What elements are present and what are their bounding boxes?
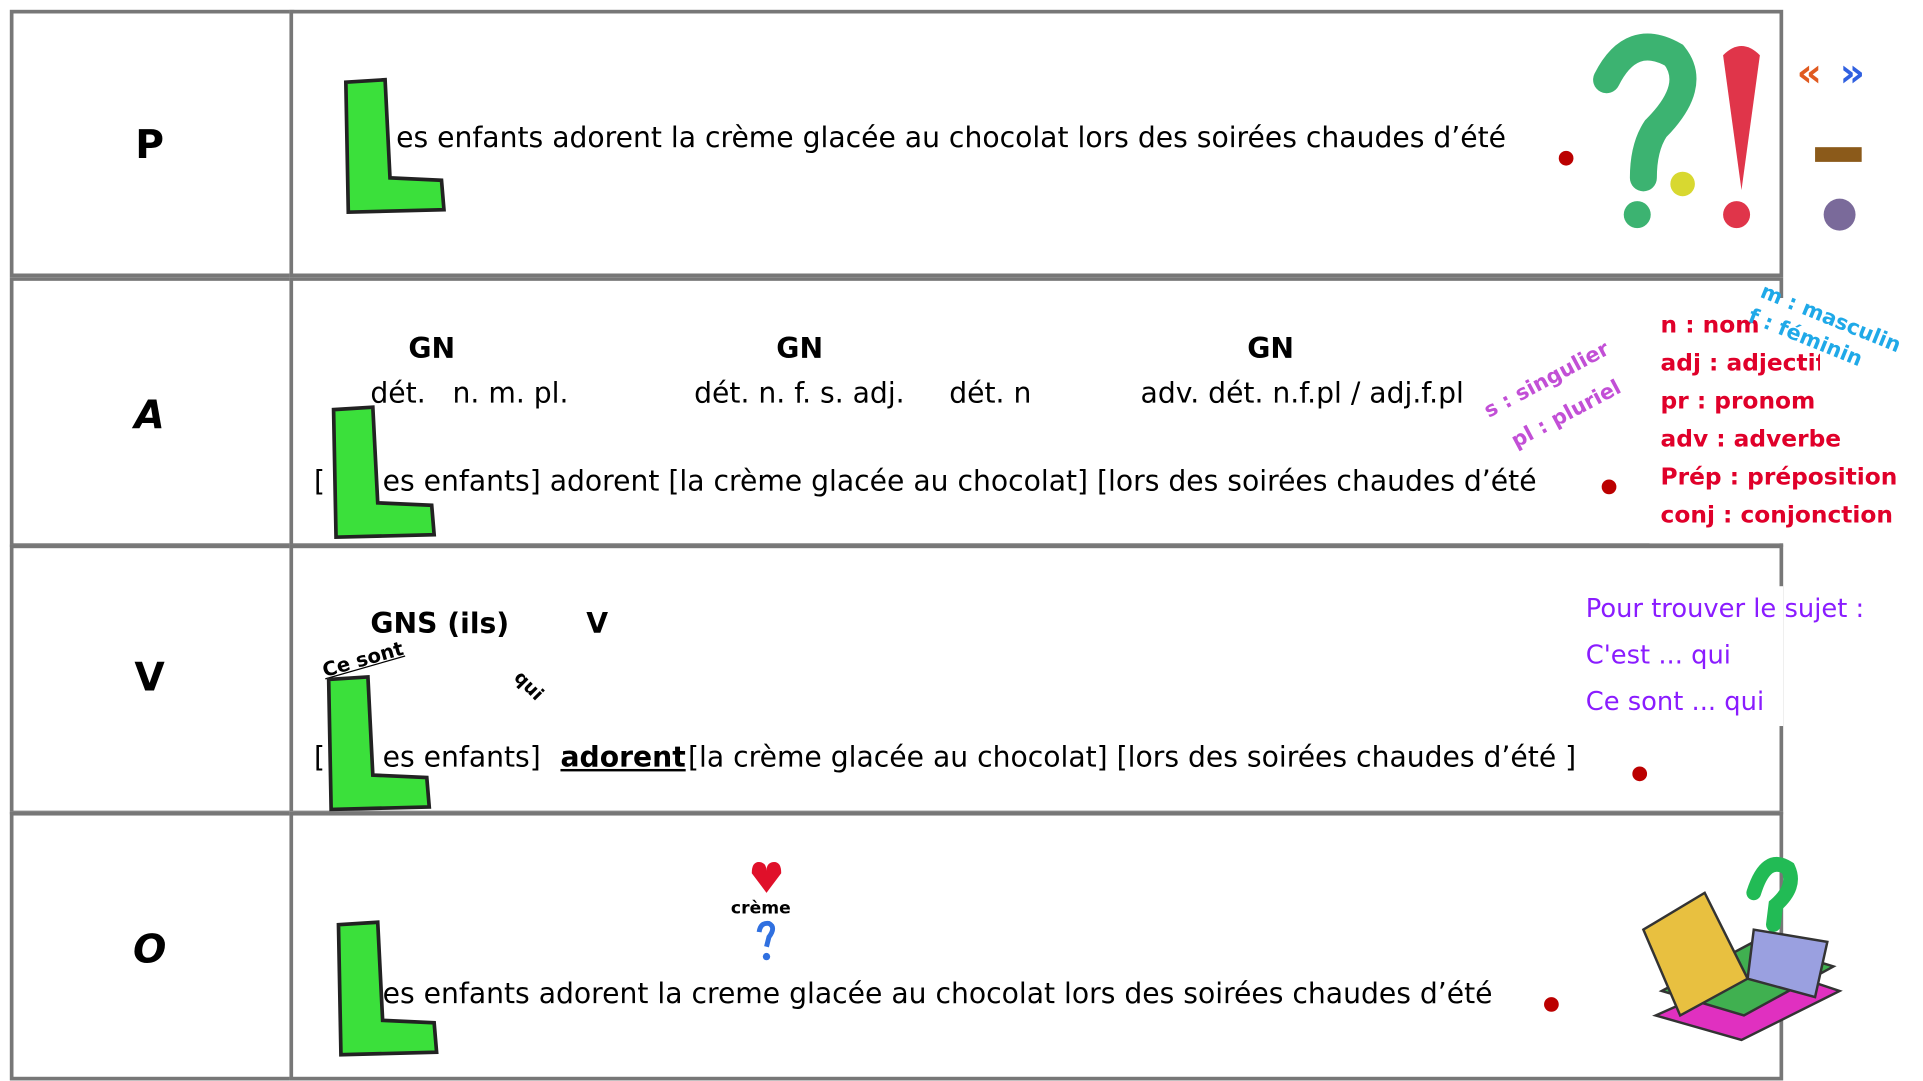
green-l-icon xyxy=(343,77,446,215)
class-label: dét. n. f. s. adj. xyxy=(694,377,905,410)
group-label: V xyxy=(586,608,609,641)
tip-box xyxy=(1579,586,1784,727)
group-label: GN xyxy=(1247,333,1295,366)
sentence-part: [la crème glacée au chocolat] [lors des … xyxy=(688,741,1577,774)
ladybug-icon xyxy=(1544,997,1559,1012)
heart-icon xyxy=(751,862,782,961)
group-label: GNS (ils) xyxy=(370,608,510,641)
bracket: [ xyxy=(313,466,325,498)
cell xyxy=(289,277,1784,547)
cell xyxy=(289,544,1784,815)
ladybug-icon xyxy=(1632,766,1648,782)
icon-word: crème xyxy=(730,898,791,919)
green-l-icon xyxy=(331,405,437,540)
row-letter: A xyxy=(134,391,165,438)
tip: Ce sont ... qui xyxy=(1585,686,1765,717)
sentence-part: es enfants] xyxy=(382,741,541,774)
row-letter: P xyxy=(135,121,165,169)
group-label: GN xyxy=(408,333,456,366)
punctuation-clipart: « » xyxy=(1593,33,1865,231)
cell xyxy=(289,811,1784,1081)
legend-item: conj : conjonction xyxy=(1660,501,1894,529)
legend-item: adj : adjectif xyxy=(1660,349,1820,377)
tip: C'est ... qui xyxy=(1585,640,1731,670)
legend-box xyxy=(1649,298,1905,544)
sentence: es enfants adorent la creme glacée au ch… xyxy=(382,978,1493,1011)
legend-item: adv : adverbe xyxy=(1660,425,1842,453)
svg-text:»: » xyxy=(1840,51,1865,96)
ladybug-icon xyxy=(1601,479,1617,495)
bracket: [ xyxy=(313,741,325,774)
cell xyxy=(9,811,295,1081)
class-label: adv. dét. n.f.pl / adj.f.pl xyxy=(1140,377,1464,410)
ladybug-icon xyxy=(1558,150,1574,166)
cell xyxy=(289,9,1784,278)
cell xyxy=(9,9,295,278)
row-letter: O xyxy=(132,925,167,973)
class-label: dét. n xyxy=(949,377,1032,410)
sentence: es enfants adorent la crème glacée au ch… xyxy=(396,122,1507,155)
svg-text:«: « xyxy=(1797,51,1822,96)
class-label: dét. n. m. pl. xyxy=(370,377,569,410)
sentence: es enfants] adorent [la crème glacée au … xyxy=(382,466,1537,498)
tip: Pour trouver le sujet : xyxy=(1585,593,1865,624)
cell xyxy=(9,544,295,815)
green-l-icon xyxy=(336,920,439,1057)
legend-item: pr : pronom xyxy=(1660,387,1816,415)
row-letter: V xyxy=(134,653,165,701)
legend-item: n : nom xyxy=(1660,311,1760,339)
group-label: GN xyxy=(776,333,824,366)
book-clipart xyxy=(1641,856,1843,1042)
legend-item: Prép : préposition xyxy=(1660,463,1898,491)
verb: adorent xyxy=(560,741,686,774)
green-l-icon xyxy=(326,675,432,812)
